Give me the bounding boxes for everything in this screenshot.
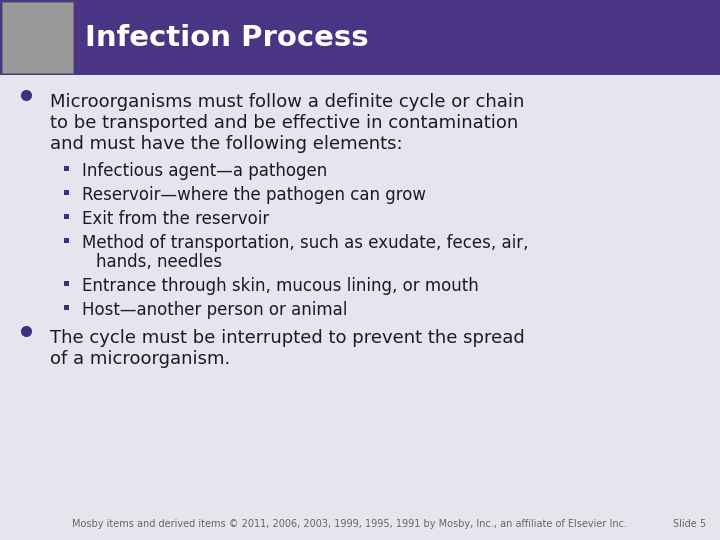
FancyBboxPatch shape bbox=[63, 213, 68, 219]
FancyBboxPatch shape bbox=[2, 2, 73, 73]
Text: Entrance through skin, mucous lining, or mouth: Entrance through skin, mucous lining, or… bbox=[82, 277, 479, 295]
Text: Mosby items and derived items © 2011, 2006, 2003, 1999, 1995, 1991 by Mosby, Inc: Mosby items and derived items © 2011, 20… bbox=[72, 519, 627, 529]
FancyBboxPatch shape bbox=[0, 0, 720, 75]
Text: Infection Process: Infection Process bbox=[85, 24, 369, 51]
Text: Host—another person or animal: Host—another person or animal bbox=[82, 301, 347, 319]
Text: Exit from the reservoir: Exit from the reservoir bbox=[82, 210, 269, 228]
Text: and must have the following elements:: and must have the following elements: bbox=[50, 135, 402, 153]
Text: Infectious agent—a pathogen: Infectious agent—a pathogen bbox=[82, 162, 328, 180]
Text: Slide 5: Slide 5 bbox=[673, 519, 706, 529]
Text: of a microorganism.: of a microorganism. bbox=[50, 350, 230, 368]
Text: The cycle must be interrupted to prevent the spread: The cycle must be interrupted to prevent… bbox=[50, 329, 525, 347]
FancyBboxPatch shape bbox=[63, 190, 68, 194]
Text: to be transported and be effective in contamination: to be transported and be effective in co… bbox=[50, 114, 518, 132]
Text: hands, needles: hands, needles bbox=[96, 253, 222, 271]
Text: Method of transportation, such as exudate, feces, air,: Method of transportation, such as exudat… bbox=[82, 234, 528, 252]
FancyBboxPatch shape bbox=[63, 305, 68, 309]
Text: Reservoir—where the pathogen can grow: Reservoir—where the pathogen can grow bbox=[82, 186, 426, 204]
FancyBboxPatch shape bbox=[63, 280, 68, 286]
Text: Microorganisms must follow a definite cycle or chain: Microorganisms must follow a definite cy… bbox=[50, 93, 524, 111]
FancyBboxPatch shape bbox=[63, 165, 68, 171]
FancyBboxPatch shape bbox=[63, 238, 68, 242]
